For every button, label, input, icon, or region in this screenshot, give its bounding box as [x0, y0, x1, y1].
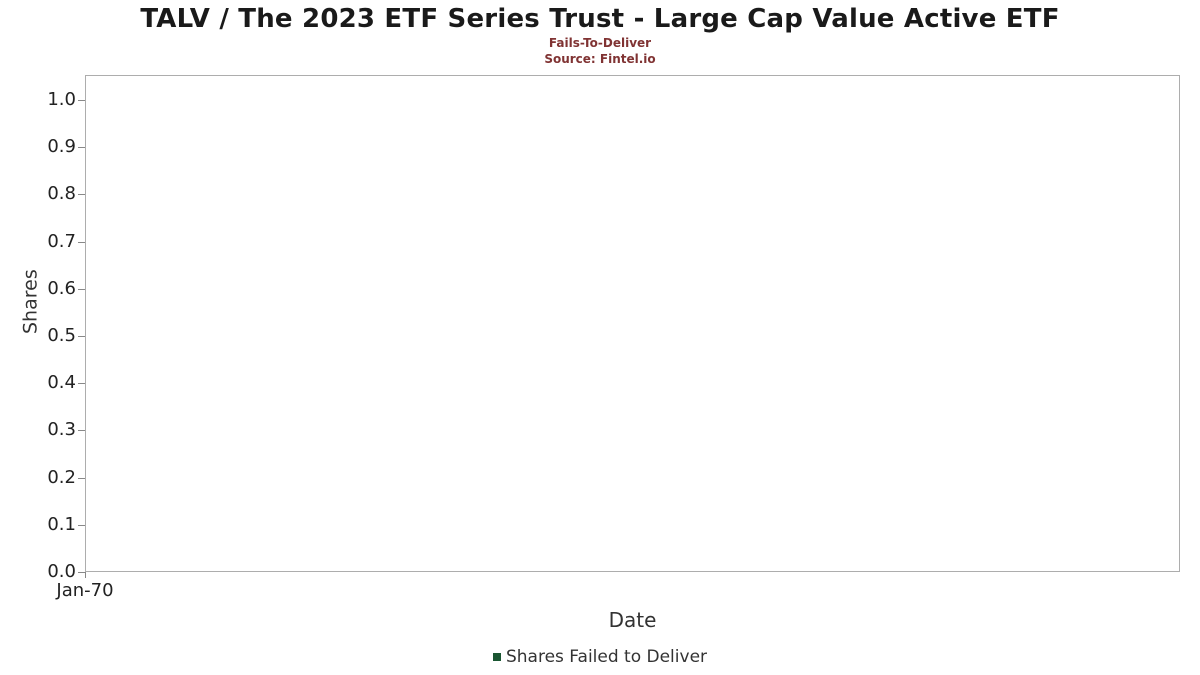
- y-tick-mark: [78, 383, 85, 385]
- y-tick-mark: [78, 147, 85, 149]
- y-tick-label: 0.0: [47, 561, 76, 582]
- y-tick-label: 0.2: [47, 466, 76, 488]
- legend-item[interactable]: Shares Failed to Deliver: [492, 647, 708, 667]
- chart-source: Source: Fintel.io: [544, 52, 656, 66]
- y-tick-label: 0.5: [47, 325, 76, 346]
- y-tick-label: 1.0: [47, 89, 76, 110]
- x-tick-mark: [85, 572, 86, 578]
- y-tick-label: 0.8: [47, 183, 76, 205]
- plot-area: [85, 75, 1180, 572]
- y-tick-mark: [78, 336, 85, 337]
- legend: Shares Failed to Deliver: [0, 647, 1200, 667]
- chart-title: TALV / The 2023 ETF Series Trust - Large…: [140, 4, 1060, 34]
- y-tick-mark: [78, 100, 85, 101]
- y-tick-mark: [78, 430, 85, 432]
- y-tick-mark: [78, 288, 85, 290]
- y-tick-label: 0.3: [47, 419, 76, 441]
- legend-item-label: Shares Failed to Deliver: [505, 647, 708, 667]
- y-tick-label: 0.9: [47, 136, 76, 158]
- y-tick-mark: [78, 241, 85, 243]
- y-tick-label: 0.6: [47, 277, 76, 299]
- y-tick-mark: [78, 572, 85, 573]
- x-axis-title: Date: [608, 608, 657, 632]
- x-tick-label: Jan-70: [56, 580, 114, 601]
- y-tick-mark: [78, 194, 85, 196]
- y-tick-label: 0.4: [47, 372, 76, 394]
- y-tick-mark: [78, 524, 85, 526]
- y-tick-mark: [78, 477, 85, 479]
- chart-subtitle: Fails-To-Deliver: [548, 36, 652, 50]
- legend-square-marker-icon: [492, 653, 501, 661]
- y-tick-label: 0.7: [47, 230, 76, 252]
- y-tick-label: 0.1: [47, 513, 76, 535]
